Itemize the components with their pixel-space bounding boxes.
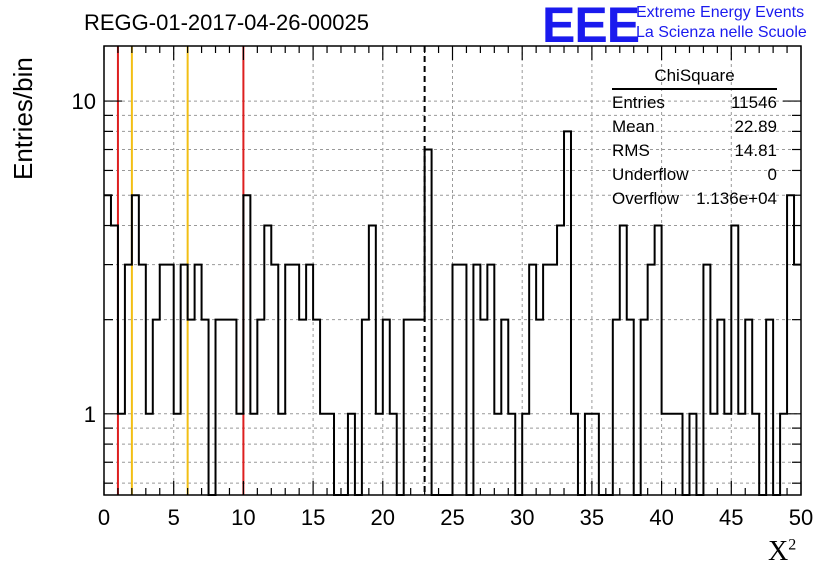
stats-row-overflow: Overflow 1.136e+04 <box>612 187 777 210</box>
x-tick-label: 40 <box>649 505 673 530</box>
stats-value: 14.81 <box>734 141 777 160</box>
x-axis-label-sup: 2 <box>788 536 797 554</box>
stats-label: Overflow <box>612 189 680 208</box>
x-axis: 0 5 10 15 20 25 30 35 40 45 50 <box>98 46 813 530</box>
x-tick-label: 10 <box>231 505 255 530</box>
y-tick-label: 10 <box>72 89 96 114</box>
x-tick-label: 45 <box>719 505 743 530</box>
stats-box: ChiSquare Entries 11546 Mean 22.89 RMS 14.8… <box>612 66 777 210</box>
stats-value: 11546 <box>730 93 777 112</box>
y-tick-label: 1 <box>84 402 96 427</box>
stats-title: ChiSquare <box>612 66 777 90</box>
x-tick-label: 20 <box>371 505 395 530</box>
x-tick-label: 30 <box>510 505 534 530</box>
y-axis-label: Entries/bin <box>8 57 38 180</box>
stats-row-rms: RMS 14.81 <box>612 139 777 162</box>
x-tick-label: 50 <box>789 505 813 530</box>
stats-label: Entries <box>612 93 665 112</box>
chart-title: REGG-01-2017-04-26-00025 <box>84 10 369 35</box>
x-tick-label: 0 <box>98 505 110 530</box>
x-tick-label: 15 <box>301 505 325 530</box>
logo-text-line2: La Scienza nelle Scuole <box>636 24 807 41</box>
stats-row-mean: Mean 22.89 <box>612 115 777 138</box>
histogram-series <box>104 130 801 496</box>
x-tick-label: 25 <box>440 505 464 530</box>
y-axis: 1 10 <box>72 89 801 484</box>
stats-row-underflow: Underflow 0 <box>612 163 777 186</box>
stats-label: RMS <box>612 141 650 160</box>
eee-logo: EEE <box>542 0 640 53</box>
stats-value: 22.89 <box>734 117 777 136</box>
stats-label: Underflow <box>612 165 689 184</box>
x-tick-label: 35 <box>580 505 604 530</box>
x-tick-label: 5 <box>168 505 180 530</box>
stats-value: 1.136e+04 <box>696 189 777 208</box>
marker-lines <box>116 46 426 495</box>
logo-text-line1: Extreme Energy Events <box>636 4 805 21</box>
stats-row-entries: Entries 11546 <box>612 91 777 114</box>
x-axis-label-base: X <box>768 536 789 567</box>
stats-value: 0 <box>767 165 777 184</box>
x-axis-label: X2 <box>768 536 796 568</box>
stats-label: Mean <box>612 117 655 136</box>
